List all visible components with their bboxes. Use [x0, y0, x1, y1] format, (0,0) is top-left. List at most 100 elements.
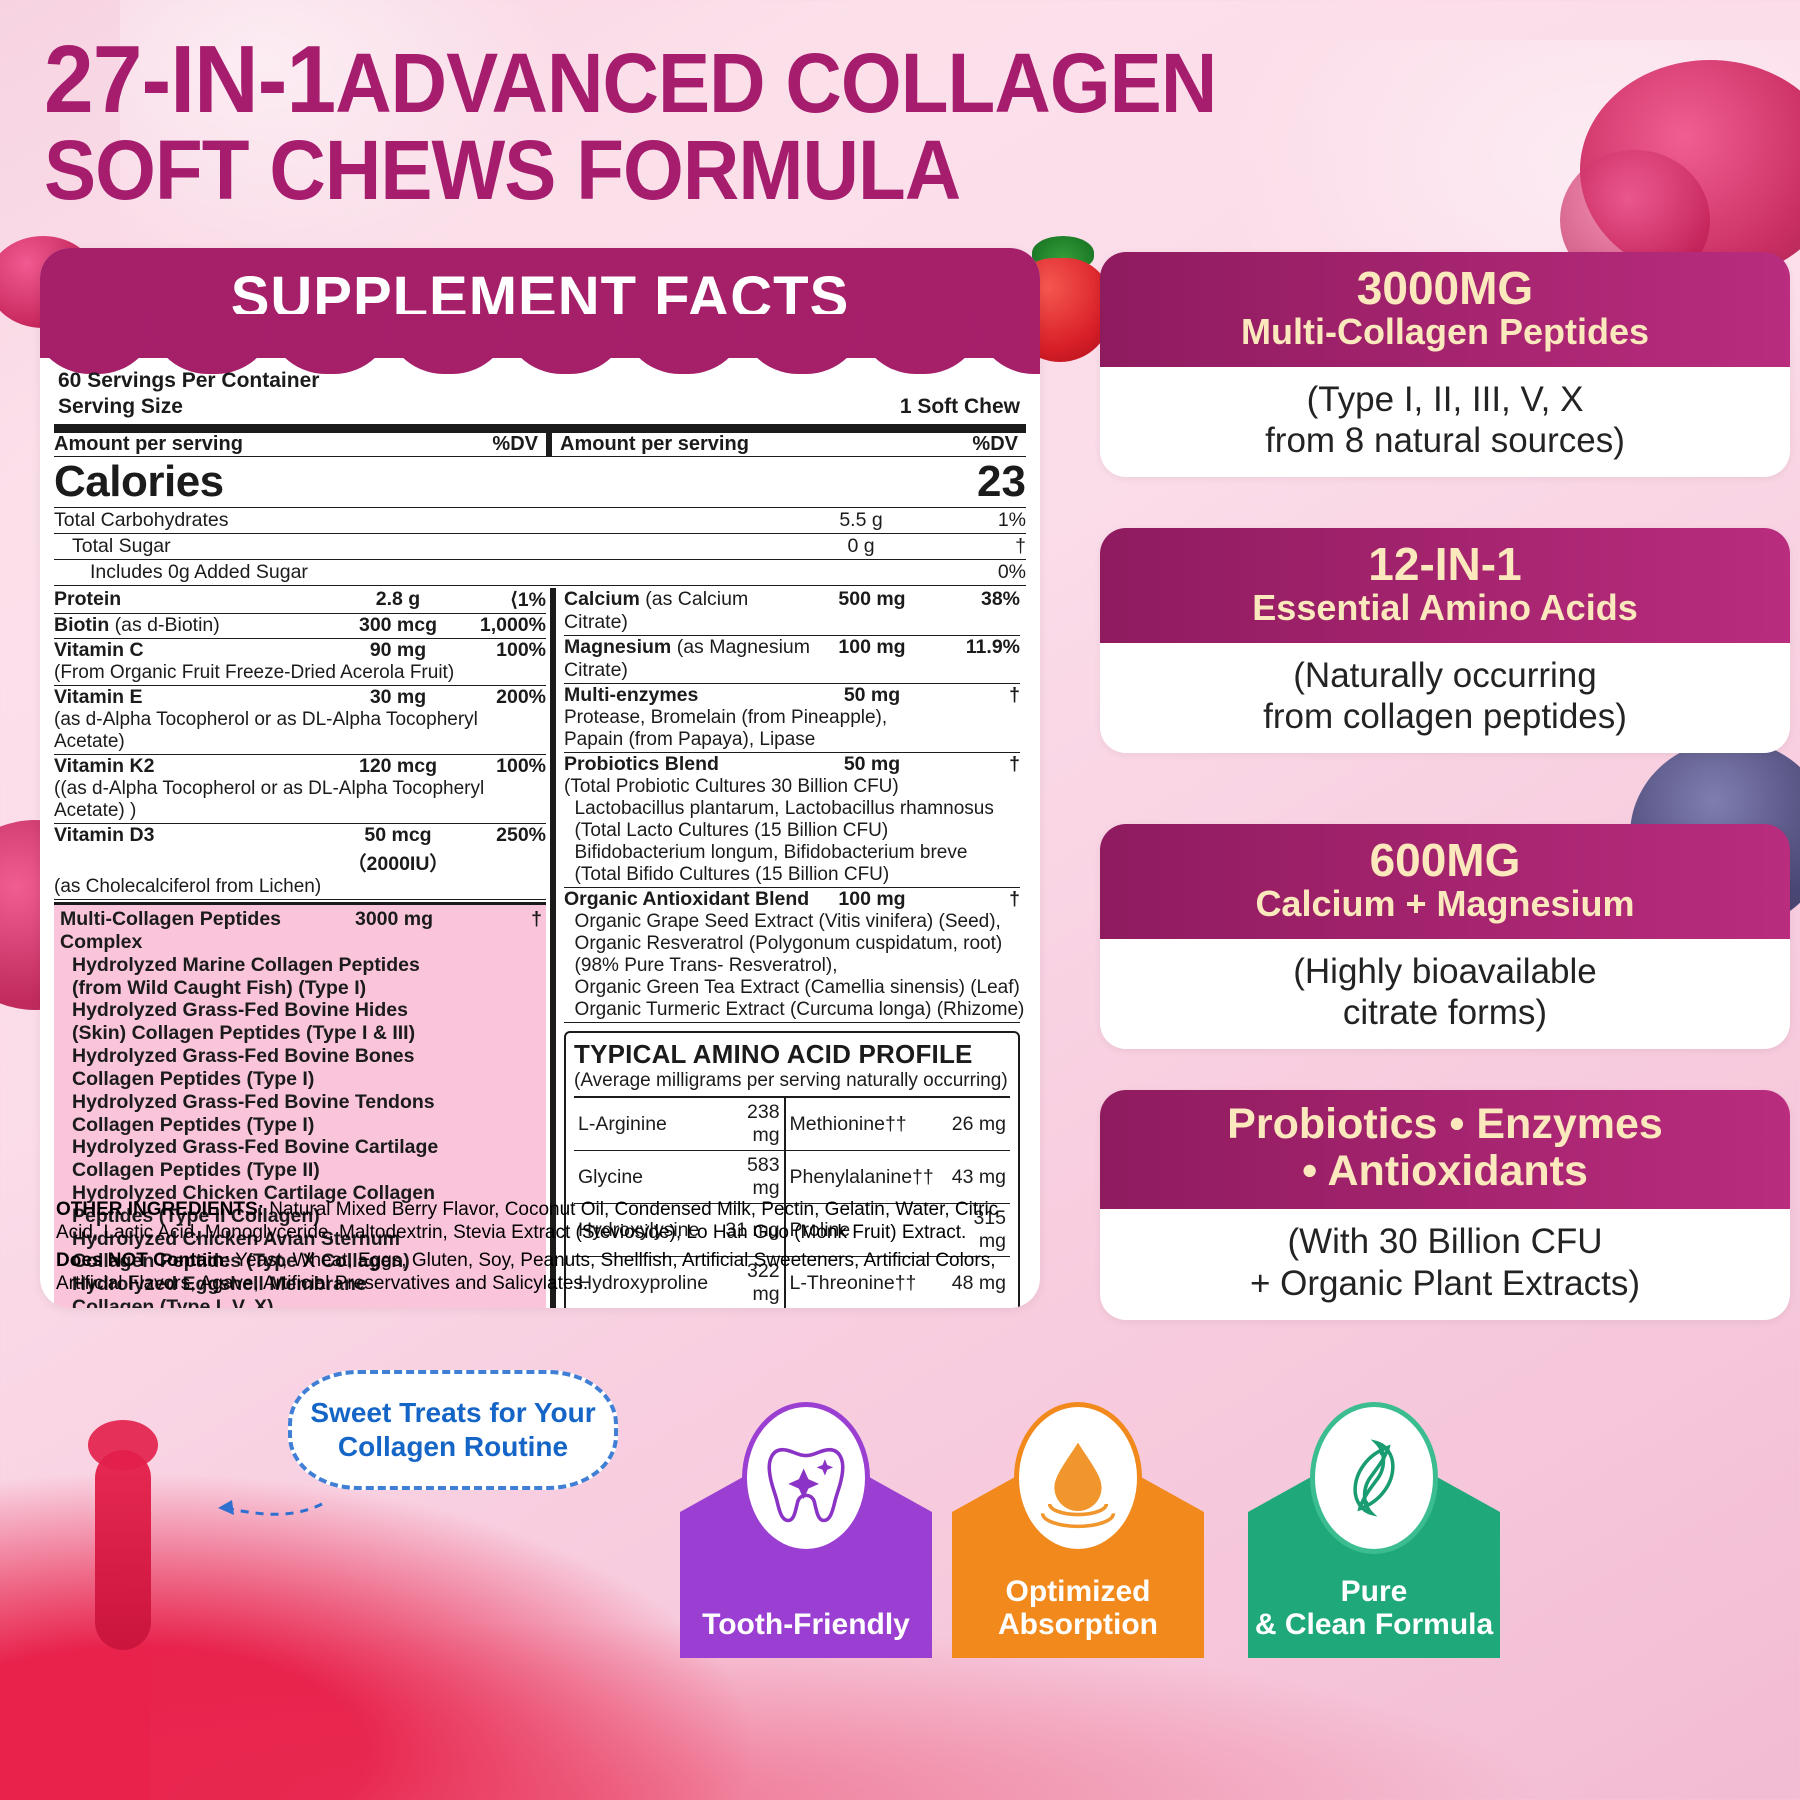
benefit-card-headline: 600MG	[1369, 834, 1521, 886]
nutrient-row: Protein 2.8 g ⟨1%	[54, 588, 546, 615]
benefit-card-body: (Highly bioavailable citrate forms)	[1100, 938, 1790, 1050]
right-nutrient-rows: Calcium (as Calcium Citrate) 500 mg 38% Mag…	[564, 588, 1024, 1024]
nutrient-row: Multi-enzymes 50 mg † Protease, Bromelain (…	[564, 684, 1020, 754]
nutrient-subline: (Total Bifido Cultures (15 Billion CFU)	[564, 864, 890, 886]
amino-name-right: Phenylalanine††	[783, 1150, 938, 1204]
calories-row: Calories 23	[54, 457, 1026, 509]
nutrient-subline: Organic Resveratrol (Polygonum cuspidatu…	[564, 933, 1003, 955]
nutrient-dv: †	[1009, 684, 1020, 707]
droplet-icon	[1014, 1402, 1142, 1554]
collagen-complex-name: Multi-Collagen Peptides Complex	[60, 908, 282, 954]
headline-count: 27-IN-1	[44, 26, 336, 133]
collagen-source-item: Collagen (Type I, V, X)	[72, 1296, 274, 1308]
collagen-source-item: Hydrolyzed Grass-Fed Bovine Cartilage	[72, 1136, 439, 1159]
nutrient-name: Vitamin C	[54, 639, 144, 662]
nutrient-amount: 100 mg	[838, 888, 906, 911]
collagen-source-item: Hydrolyzed Eggshell Membrane	[72, 1273, 367, 1296]
collagen-source-item: Collagen Peptides (Type II)	[72, 1159, 320, 1182]
nutrient-subline: Protease, Bromelain (from Pineapple),	[564, 707, 888, 729]
nutrient-name: Organic Antioxidant Blend	[564, 888, 810, 911]
amino-value-right: 43 mg	[937, 1150, 1010, 1204]
macro-amount: 0 g	[847, 535, 875, 558]
nutrient-subline: Bifidobacterium longum, Bifidobacterium …	[564, 842, 968, 864]
raspberry-decor	[1580, 60, 1800, 280]
amino-value-left: 322 mg	[712, 1256, 785, 1308]
collagen-source-item: (from Wild Caught Fish) (Type I)	[72, 976, 367, 999]
macro-dv: 0%	[997, 561, 1026, 584]
juice-pour-decor	[88, 1420, 158, 1470]
collagen-source-list: Hydrolyzed Marine Collagen Peptides (from…	[60, 954, 542, 1308]
does-not-contain: Does NOT Contain: Yeast, Wheat, Eggs, Gl…	[56, 1250, 1024, 1296]
juice-splash-decor	[0, 1470, 760, 1800]
nutrient-row: Organic Antioxidant Blend 100 mg † Organic…	[564, 888, 1024, 1024]
serving-size-value: 1 Soft Chew	[899, 394, 1020, 418]
arrow-icon	[218, 1500, 323, 1516]
nutrient-row: Vitamin C 90 mg 100% (From Organic Fruit Fr…	[54, 639, 546, 687]
nutrient-amount: 50 mg	[843, 753, 901, 776]
collagen-source-item: Hydrolyzed Grass-Fed Bovine Bones	[72, 1045, 415, 1068]
left-nutrient-rows: Protein 2.8 g ⟨1% Biotin (as d-Biotin) 300 m…	[54, 588, 546, 901]
collagen-source-item: Collagen Peptides (Type I)	[72, 1067, 315, 1090]
collagen-source-item: Hydrolyzed Chicken Cartilage Collagen	[72, 1181, 436, 1204]
badge-pure-clean-formula: Pure & Clean Formula	[1248, 1402, 1500, 1658]
amino-name-left: L-Arginine	[574, 1096, 713, 1151]
scallop-edge	[40, 314, 1040, 376]
nutrient-row: Magnesium (as Magnesium Citrate) 100 mg 11…	[564, 636, 1020, 685]
header-dv-right: %DV	[972, 433, 1018, 456]
nutrient-name: Multi-enzymes	[564, 684, 699, 707]
amino-value-right: 48 mg	[937, 1256, 1010, 1308]
badge-label: Optimized Absorption	[998, 1574, 1158, 1642]
badge-label: Pure & Clean Formula	[1254, 1574, 1494, 1642]
nutrient-amount: 30 mg	[369, 686, 427, 709]
benefit-card-subhead: Essential Amino Acids	[1252, 587, 1638, 629]
nutrient-source: (as d-Alpha Tocopherol or as DL-Alpha To…	[54, 709, 478, 753]
nutrient-name: Vitamin E	[54, 686, 143, 709]
amino-acid-table: L-Arginine 238 mg Methionine†† 26 mg Glycine…	[574, 1096, 1010, 1308]
page-title: 27-IN-1ADVANCED COLLAGEN SOFT CHEWS FORM…	[44, 32, 1344, 213]
amino-row: Hydroxyproline 322 mg L-Threonine†† 48 mg	[574, 1256, 1010, 1308]
nutrient-dv: 11.9%	[965, 636, 1020, 659]
serving-size-label: Serving Size	[58, 394, 183, 418]
benefit-card-collagen: 3000MG Multi-Collagen Peptides (Type I, I…	[1100, 252, 1790, 478]
nutrient-amount: 300 mcg	[358, 614, 438, 637]
nutrient-name: Probiotics Blend	[564, 753, 719, 776]
serving-info: 60 Servings Per Container Serving Size 1…	[54, 368, 1026, 419]
supplement-facts-banner: SUPPLEMENT FACTS	[40, 248, 1040, 374]
collagen-source-item: Collagen Peptides (Type I)	[72, 1113, 315, 1136]
nutrient-amount: 90 mg	[369, 639, 427, 662]
collagen-complex-amount: 3000 mg	[354, 908, 434, 931]
amino-name-left: Hydroxyproline	[574, 1256, 713, 1308]
amino-value-left: 583 mg	[712, 1150, 785, 1204]
nutrient-name: Calcium (as Calcium Citrate)	[564, 588, 749, 634]
collagen-source-item: Peptides (Type II Collagen)	[72, 1204, 320, 1227]
nutrient-row: Vitamin E 30 mg 200% (as d-Alpha Tocopherol…	[54, 686, 546, 756]
header-dv-left: %DV	[492, 433, 538, 456]
table-header-row: Amount per serving %DV Amount per servin…	[54, 424, 1026, 458]
supplement-facts-card: SUPPLEMENT FACTS 60 Servings Per Contain…	[40, 248, 1040, 1308]
amino-profile-title: TYPICAL AMINO ACID PROFILE	[574, 1039, 973, 1070]
amino-name-right: L-Threonine††	[783, 1256, 938, 1308]
nutrient-dv: 100%	[496, 639, 546, 662]
amino-value-left: 238 mg	[712, 1096, 785, 1151]
sweet-treats-bubble: Sweet Treats for Your Collagen Routine	[288, 1370, 618, 1490]
other-ingredients: OTHER INGREDIENTS: Natural Mixed Berry F…	[56, 1199, 1024, 1245]
nutrient-row: Calcium (as Calcium Citrate) 500 mg 38%	[564, 588, 1020, 637]
juice-pour-decor	[95, 1450, 151, 1650]
nutrient-amount: 2.8 g	[375, 588, 421, 611]
nutrient-source: ((as d-Alpha Tocopherol or as DL-Alpha T…	[54, 778, 485, 822]
benefit-card-headline: Probiotics • Enzymes	[1227, 1100, 1663, 1148]
nutrient-dv: 200%	[496, 686, 546, 709]
benefit-card-subhead: • Antioxidants	[1302, 1147, 1588, 1196]
collagen-source-item: Collagen Peptides (Type X Collagen)	[72, 1250, 410, 1273]
nutrient-dv: 100%	[496, 755, 546, 778]
nutrient-name: Vitamin D3	[54, 824, 155, 847]
benefit-card-subhead: Calcium + Magnesium	[1255, 883, 1635, 925]
nutrient-source: (as Cholecalciferol from Lichen)	[54, 876, 322, 898]
macro-name: Total Sugar	[72, 535, 171, 558]
collagen-source-item: Hydrolyzed Grass-Fed Bovine Hides	[72, 999, 408, 1022]
calories-label: Calories	[54, 457, 224, 507]
badge-tooth-friendly: Tooth-Friendly	[680, 1402, 932, 1658]
amino-value-right: 26 mg	[937, 1096, 1010, 1151]
macro-name: Includes 0g Added Sugar	[90, 561, 308, 584]
